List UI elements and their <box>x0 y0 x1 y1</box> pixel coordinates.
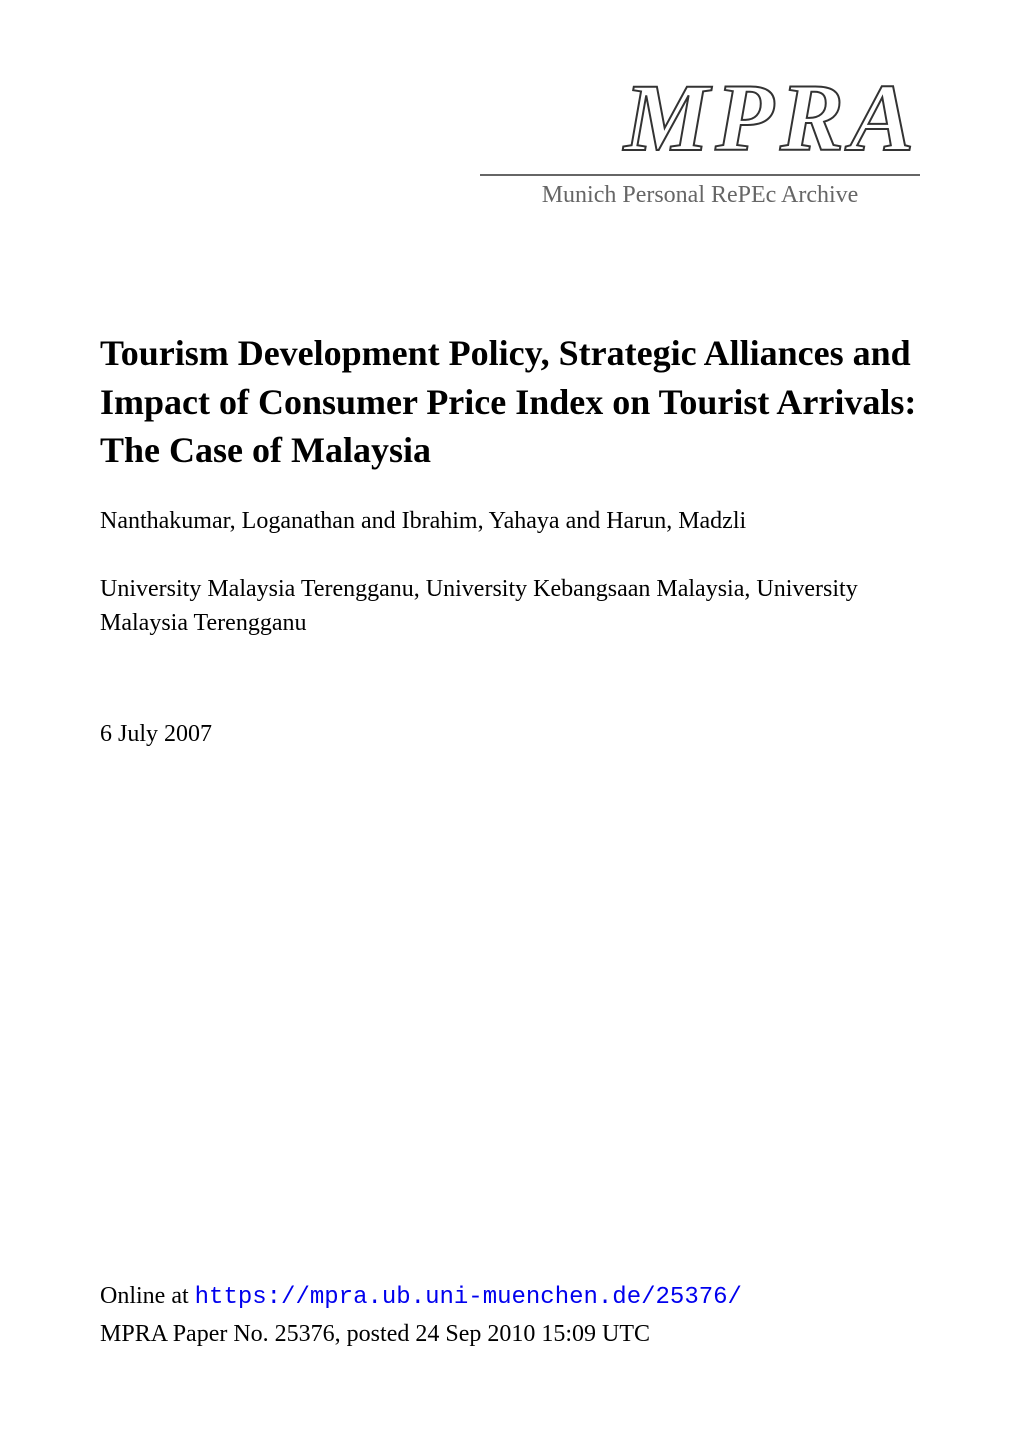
logo-section: MPRA Munich Personal RePEc Archive <box>100 70 920 209</box>
paper-affiliations: University Malaysia Terengganu, Universi… <box>100 573 920 640</box>
online-label: Online at <box>100 1283 195 1309</box>
logo-container: MPRA Munich Personal RePEc Archive <box>480 70 920 209</box>
paper-info: MPRA Paper No. 25376, posted 24 Sep 2010… <box>100 1321 650 1347</box>
paper-date: 6 July 2007 <box>100 721 920 748</box>
footer: Online at https://mpra.ub.uni-muenchen.d… <box>100 1278 920 1352</box>
paper-title: Tourism Development Policy, Strategic Al… <box>100 329 920 475</box>
paper-authors: Nanthakumar, Loganathan and Ibrahim, Yah… <box>100 505 920 539</box>
logo-subtitle: Munich Personal RePEc Archive <box>480 174 920 209</box>
logo-acronym: MPRA <box>480 70 920 166</box>
paper-url: https://mpra.ub.uni-muenchen.de/25376/ <box>195 1284 742 1311</box>
